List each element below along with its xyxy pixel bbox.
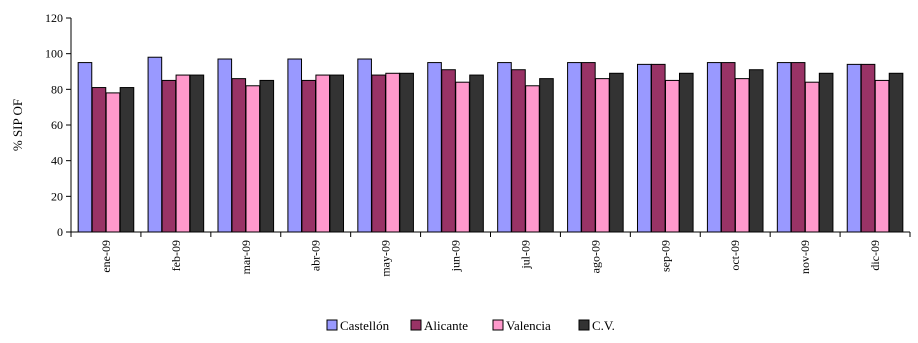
x-tick-label-may-09: may-09 xyxy=(379,240,393,277)
x-tick-label-oct-09: oct-09 xyxy=(728,240,742,271)
x-tick-label-feb-09: feb-09 xyxy=(169,240,183,271)
bar-dic-09-C.V. xyxy=(888,72,904,233)
bar-ago-09-Alicante xyxy=(581,62,596,233)
bar-oct-09-Alicante xyxy=(720,62,736,233)
legend-label-Castellón: Castellón xyxy=(340,318,390,333)
x-tick-label-dic-09: dic-09 xyxy=(868,240,882,271)
bar-jun-09-Alicante xyxy=(441,69,456,233)
bar-abr-09-Castellón xyxy=(287,58,303,233)
bar-sep-09-Castellón xyxy=(636,63,652,233)
x-tick-label-mar-09: mar-09 xyxy=(239,240,253,274)
x-ticks-group: ene-09 feb-09 mar-09 abr-09 may-09 jun-09 jul-… xyxy=(70,232,911,277)
bar-jul-09-Valencia xyxy=(525,85,540,233)
bar-ene-09-Castellón xyxy=(77,62,93,233)
bar-jul-09-Alicante xyxy=(511,69,526,233)
bar-feb-09-Castellón xyxy=(147,56,163,233)
y-tick-label: 20 xyxy=(51,189,63,203)
x-tick-label-jun-09: jun-09 xyxy=(449,240,463,272)
bar-abr-09-C.V. xyxy=(329,74,345,233)
bar-jun-09-C.V. xyxy=(469,74,484,233)
legend-swatch-Valencia xyxy=(492,319,504,331)
y-tick-label: 40 xyxy=(51,154,63,168)
bar-nov-09-Alicante xyxy=(790,62,806,233)
legend-label-C.V.: C.V. xyxy=(592,318,615,333)
bar-oct-09-Valencia xyxy=(734,78,750,233)
bar-nov-09-Castellón xyxy=(776,62,792,233)
bar-feb-09-C.V. xyxy=(189,74,205,233)
y-tick-label: 120 xyxy=(45,11,63,25)
y-tick-label: 60 xyxy=(51,118,63,132)
bar-mar-09-Valencia xyxy=(245,85,261,233)
bar-may-09-Castellón xyxy=(357,58,372,233)
bar-jul-09-C.V. xyxy=(539,78,554,233)
bar-oct-09-C.V. xyxy=(748,69,764,233)
bar-mar-09-Castellón xyxy=(217,58,233,233)
bars-group xyxy=(77,56,904,233)
x-tick-label-nov-09: nov-09 xyxy=(798,240,812,274)
bar-oct-09-Castellón xyxy=(706,62,722,233)
bar-may-09-Valencia xyxy=(385,72,400,233)
x-tick-label-jul-09: jul-09 xyxy=(518,240,532,270)
bar-nov-09-Valencia xyxy=(804,81,820,233)
legend-swatch-C.V. xyxy=(578,319,590,331)
y-ticks-group: 0 20 40 60 80 100 120 xyxy=(45,11,71,239)
bar-jun-09-Castellón xyxy=(427,62,442,233)
bar-ene-09-C.V. xyxy=(119,87,135,233)
x-tick-label-abr-09: abr-09 xyxy=(309,240,323,271)
bar-dic-09-Castellón xyxy=(846,63,862,233)
bar-abr-09-Valencia xyxy=(315,74,331,233)
y-tick-label: 100 xyxy=(45,47,63,61)
bar-sep-09-Valencia xyxy=(664,79,680,233)
bar-dic-09-Valencia xyxy=(874,79,890,233)
bar-abr-09-Alicante xyxy=(301,79,317,233)
y-tick-label: 0 xyxy=(57,225,63,239)
bar-nov-09-C.V. xyxy=(818,72,834,233)
bar-may-09-Alicante xyxy=(371,74,386,233)
bar-mar-09-Alicante xyxy=(231,78,247,233)
x-tick-label-ago-09: ago-09 xyxy=(588,240,602,273)
bar-sep-09-Alicante xyxy=(650,63,666,233)
bar-mar-09-C.V. xyxy=(259,79,275,233)
bar-ene-09-Valencia xyxy=(105,92,121,233)
bar-jun-09-Valencia xyxy=(455,81,470,233)
y-tick-label: 80 xyxy=(51,82,63,96)
bar-dic-09-Alicante xyxy=(860,63,876,233)
bar-ago-09-Valencia xyxy=(595,78,610,233)
bar-sep-09-C.V. xyxy=(678,72,694,233)
legend: Castellón Alicante Valencia C.V. xyxy=(326,318,615,333)
bar-ene-09-Alicante xyxy=(91,87,107,233)
x-tick-label-sep-09: sep-09 xyxy=(658,240,672,272)
y-axis-title: % SIP OF xyxy=(10,99,25,151)
bar-jul-09-Castellón xyxy=(497,62,512,233)
bar-feb-09-Valencia xyxy=(175,74,191,233)
legend-label-Alicante: Alicante xyxy=(424,318,468,333)
bar-feb-09-Alicante xyxy=(161,79,177,233)
bar-may-09-C.V. xyxy=(399,72,414,233)
bar-ago-09-C.V. xyxy=(609,72,624,233)
bar-ago-09-Castellón xyxy=(567,62,582,233)
legend-label-Valencia: Valencia xyxy=(506,318,551,333)
legend-swatch-Castellón xyxy=(326,319,338,331)
legend-swatch-Alicante xyxy=(410,319,422,331)
x-tick-label-ene-09: ene-09 xyxy=(99,240,113,273)
